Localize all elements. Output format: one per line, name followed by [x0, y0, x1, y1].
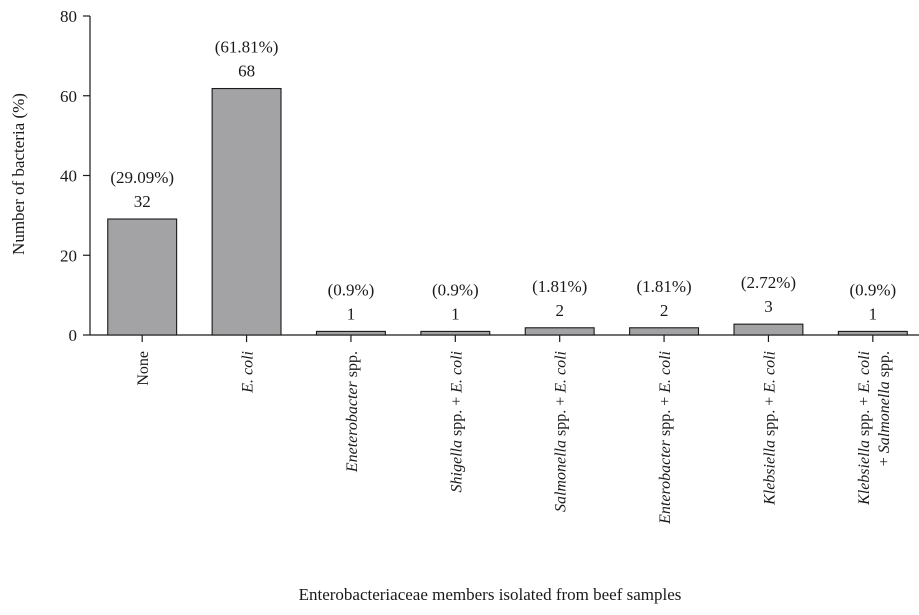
- bar-percent-label: (29.09%): [110, 168, 174, 187]
- x-category-label-part: spp. +: [553, 393, 570, 440]
- bar: [524, 327, 595, 336]
- bar-percent-label: (0.9%): [849, 280, 896, 299]
- bar-count-label: 32: [134, 192, 151, 211]
- bar-count-label: 3: [764, 297, 773, 316]
- x-category-label-part: spp.: [876, 351, 893, 381]
- x-category-label-part: E. coli: [553, 351, 570, 394]
- x-axis-title: Enterobacteriaceae members isolated from…: [299, 585, 682, 604]
- x-category-label-part: E. coli: [761, 351, 778, 394]
- x-category-label-part: Enterobacter: [657, 439, 674, 525]
- bars: [107, 87, 908, 336]
- x-category-label: Klebsiella spp. + E. coli+ Salmonella sp…: [856, 351, 893, 506]
- x-category-label-line: Klebsiella spp. + E. coli: [761, 351, 778, 506]
- bar-count-label: 1: [347, 304, 356, 323]
- bar-count-label: 68: [238, 62, 255, 81]
- bar: [629, 327, 700, 336]
- x-category-label-part: Klebsiella: [761, 440, 778, 506]
- bar: [733, 323, 804, 336]
- x-category-label: Salmonella spp. + E. coli: [553, 351, 570, 512]
- x-category-label-part: E. coli: [657, 351, 674, 394]
- x-category-label-part: spp. +: [856, 393, 873, 440]
- x-category-label-line: Shigella spp. + E. coli: [448, 351, 465, 492]
- bar-percent-label: (1.81%): [532, 277, 587, 296]
- x-category-label-part: Shigella: [448, 440, 465, 492]
- x-category-label-part: Eneterobacter: [344, 380, 361, 473]
- x-category-label-line: Klebsiella spp. + E. coli: [856, 351, 873, 506]
- x-category-label-part: spp. +: [448, 393, 465, 440]
- x-category-label: Klebsiella spp. + E. coli: [761, 351, 778, 506]
- bar-count-label: 2: [660, 301, 669, 320]
- x-category-label-part: spp.: [344, 351, 361, 381]
- bar-percent-label: (1.81%): [636, 277, 691, 296]
- x-category-label-part: spp. +: [761, 393, 778, 440]
- bar: [837, 330, 908, 336]
- y-tick-label: 80: [60, 7, 77, 26]
- bar-percent-label: (0.9%): [328, 280, 375, 299]
- y-tick-label: 40: [60, 167, 77, 186]
- bar-count-label: 1: [451, 304, 460, 323]
- y-tick-label: 20: [60, 246, 77, 265]
- x-category-label-part: +: [876, 453, 893, 466]
- y-tick-label: 60: [60, 87, 77, 106]
- x-category-label-part: None: [135, 351, 152, 386]
- bar: [420, 330, 491, 336]
- x-category-label: None: [135, 351, 152, 386]
- y-axis-title: Number of bacteria (%): [9, 93, 28, 255]
- x-category-label-line: Salmonella spp. + E. coli: [553, 351, 570, 512]
- bar-percent-label: (0.9%): [432, 280, 479, 299]
- x-category-label: E. coli: [240, 351, 257, 394]
- x-category-label: Shigella spp. + E. coli: [448, 351, 465, 492]
- x-axis: [90, 334, 919, 342]
- y-axis: 0 20 40 60 80: [60, 7, 91, 345]
- x-category-label-part: Salmonella: [553, 440, 570, 512]
- x-category-label-part: E. coli: [856, 351, 873, 394]
- bar: [211, 87, 282, 336]
- x-category-label-line: Eneterobacter spp.: [344, 351, 361, 473]
- x-category-label-line: E. coli: [240, 351, 257, 394]
- x-category-label: Eneterobacter spp.: [344, 351, 361, 473]
- x-category-label-part: Klebsiella: [856, 440, 873, 506]
- bar-count-label: 2: [555, 301, 564, 320]
- x-category-label-line: None: [135, 351, 152, 386]
- y-tick-label: 0: [69, 326, 78, 345]
- bar-percent-label: (61.81%): [215, 38, 279, 57]
- x-category-label-line: Enterobacter spp. + E. coli: [657, 351, 674, 525]
- x-category-label-line: + Salmonella spp.: [876, 351, 893, 466]
- bar-count-label: 1: [869, 304, 878, 323]
- x-category-label-part: E. coli: [448, 351, 465, 394]
- x-category-label-part: spp. +: [657, 393, 674, 440]
- x-category-label: Enterobacter spp. + E. coli: [657, 351, 674, 525]
- x-category-label-part: Salmonella: [876, 381, 893, 453]
- bar-labels: (29.09%)32(61.81%)68(0.9%)1(0.9%)1(1.81%…: [110, 38, 896, 324]
- bar: [315, 330, 386, 336]
- bar-percent-label: (2.72%): [741, 273, 796, 292]
- category-labels: None E. coli Eneterobacter spp. Shigella sp…: [135, 351, 893, 525]
- x-category-label-part: E. coli: [240, 351, 257, 394]
- bar: [107, 218, 178, 336]
